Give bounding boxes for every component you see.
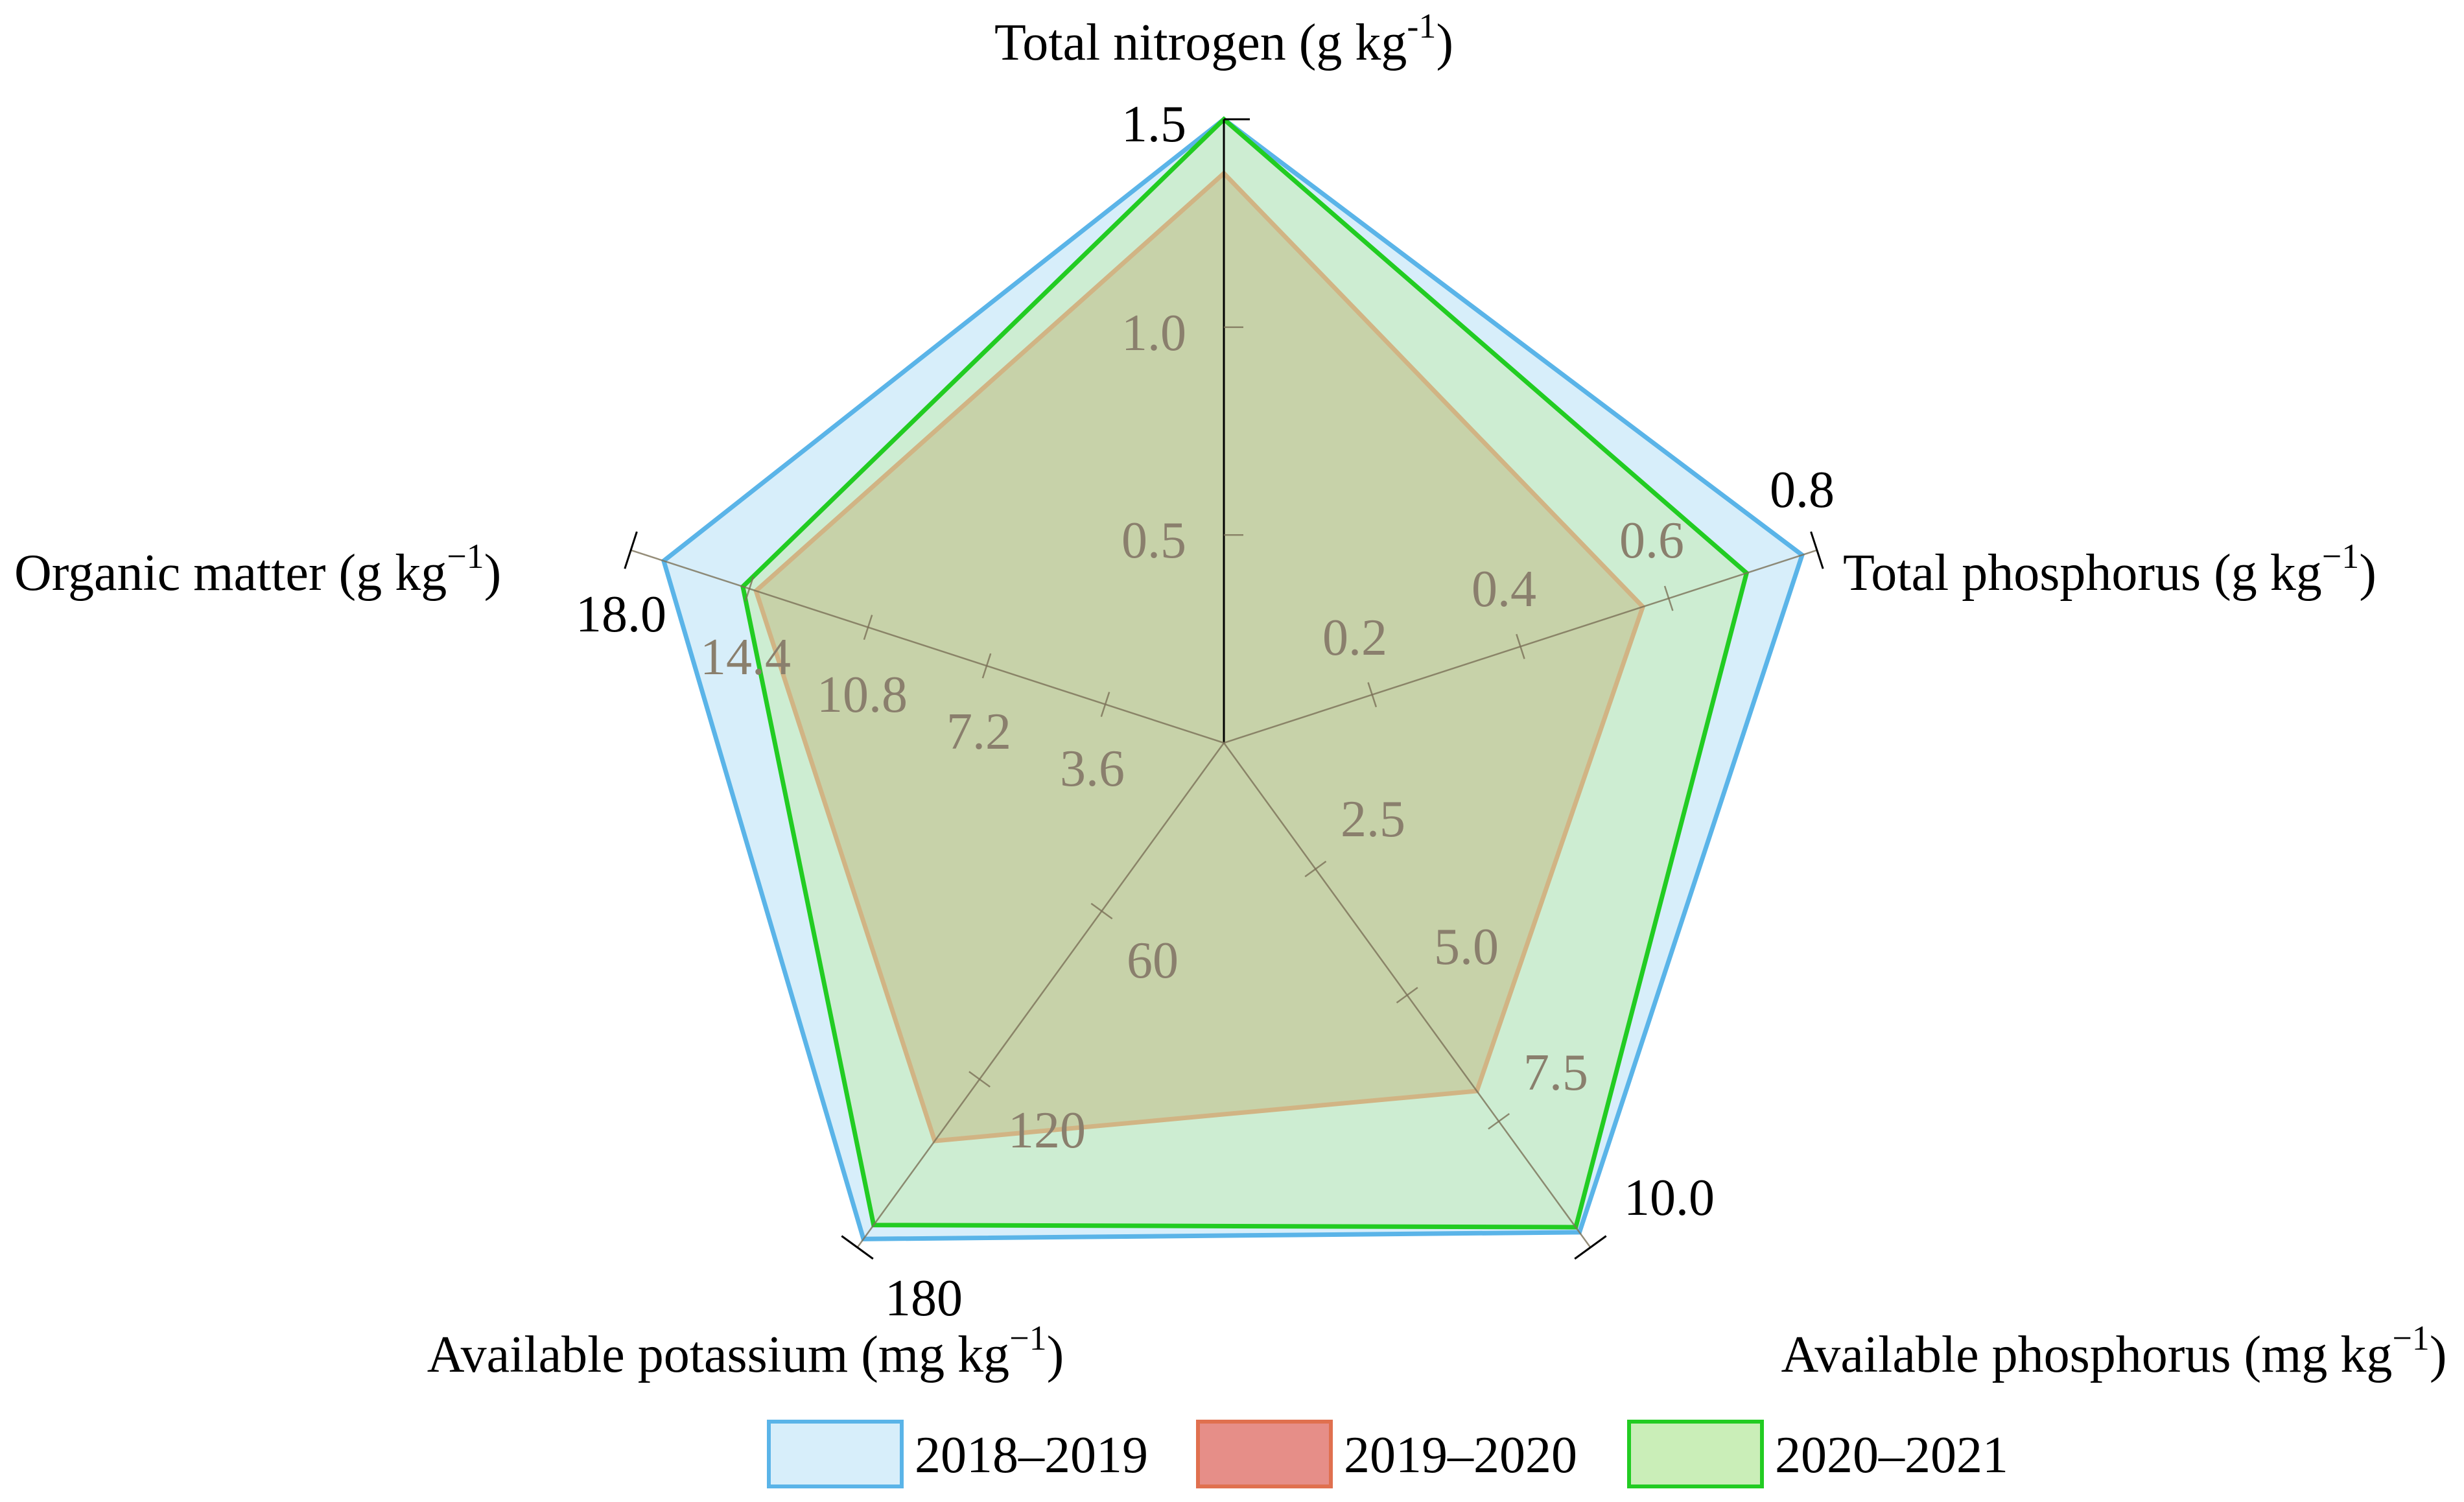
axis-title-tn: Total nitrogen (g kg-1) (994, 6, 1453, 71)
tick-label-ap-0: 2.5 (1341, 791, 1405, 848)
legend-label-1: 2019–2020 (1344, 1427, 1577, 1484)
legend: 2018–2019 2019–2020 2020–2021 (767, 1420, 2008, 1488)
legend-swatch-0 (767, 1420, 904, 1488)
max-tick-label-tp: 0.8 (1770, 462, 1835, 519)
tick-label-ak-1: 120 (1008, 1102, 1086, 1159)
max-tick-label-tn: 1.5 (1121, 96, 1186, 153)
series-polygon-2 (740, 116, 1750, 1230)
tick-label-ak-0: 60 (1127, 932, 1179, 989)
axis-title-om: Organic matter (g kg−1) (14, 537, 501, 602)
axis-title-tp: Total phosphorus (g kg−1) (1843, 537, 2376, 602)
axis-tick-tp-0 (1367, 682, 1378, 708)
tick-label-om-1: 7.2 (946, 703, 1011, 760)
legend-label-2: 2020–2021 (1775, 1427, 2008, 1484)
axis-max-tick-ak (841, 1235, 874, 1260)
series-polygons (661, 116, 1805, 1241)
axis-line-om (630, 549, 1225, 744)
tick-label-om-3: 14.4 (700, 629, 791, 686)
axis-tick-om-0 (1100, 692, 1110, 717)
axis-tick-ap-0 (1304, 860, 1327, 878)
radar-axes: 0.5 1.0 1.5 Total nitrogen (g kg-1) 0.2 0.4 0.… (14, 6, 2446, 1383)
axis-max-tick-om (624, 531, 638, 569)
axis-line-ak (856, 742, 1225, 1249)
tick-label-ap-1: 5.0 (1434, 919, 1499, 976)
tick-label-om-2: 10.8 (817, 666, 908, 723)
axis-max-tick-ap (1574, 1235, 1607, 1260)
axis-tick-om-2 (863, 615, 873, 640)
axis-tick-om-3 (744, 576, 755, 602)
tick-label-tn-1: 1.0 (1121, 305, 1186, 362)
axis-title-ap: Available phosphorus (mg kg−1) (1781, 1319, 2447, 1383)
tick-label-tp-1: 0.4 (1472, 561, 1536, 618)
legend-label-0: 2018–2019 (915, 1427, 1148, 1484)
tick-label-tn-0: 0.5 (1121, 512, 1186, 569)
axis-tick-tp-1 (1516, 633, 1525, 659)
legend-swatch-1 (1196, 1420, 1333, 1488)
tick-label-tp-2: 0.6 (1619, 512, 1684, 569)
legend-swatch-2 (1627, 1420, 1764, 1488)
axis-title-ak: Available potassium (mg kg−1) (427, 1319, 1064, 1383)
max-tick-label-ak: 180 (885, 1270, 963, 1327)
axis-max-tick-tp (1810, 531, 1824, 569)
axis-tick-ap-2 (1488, 1112, 1510, 1130)
axis-tick-ak-1 (968, 1071, 991, 1088)
axis-tick-ak-0 (1090, 902, 1113, 920)
max-tick-label-ap: 10.0 (1624, 1169, 1715, 1226)
tick-label-tp-0: 0.2 (1322, 609, 1387, 666)
axis-tick-om-1 (981, 653, 992, 679)
tick-label-ap-2: 7.5 (1523, 1044, 1588, 1101)
axis-tick-ap-1 (1396, 987, 1418, 1003)
tick-label-om-0: 3.6 (1060, 740, 1125, 797)
axis-tick-tp-2 (1663, 585, 1674, 611)
max-tick-label-om: 18.0 (576, 586, 666, 643)
